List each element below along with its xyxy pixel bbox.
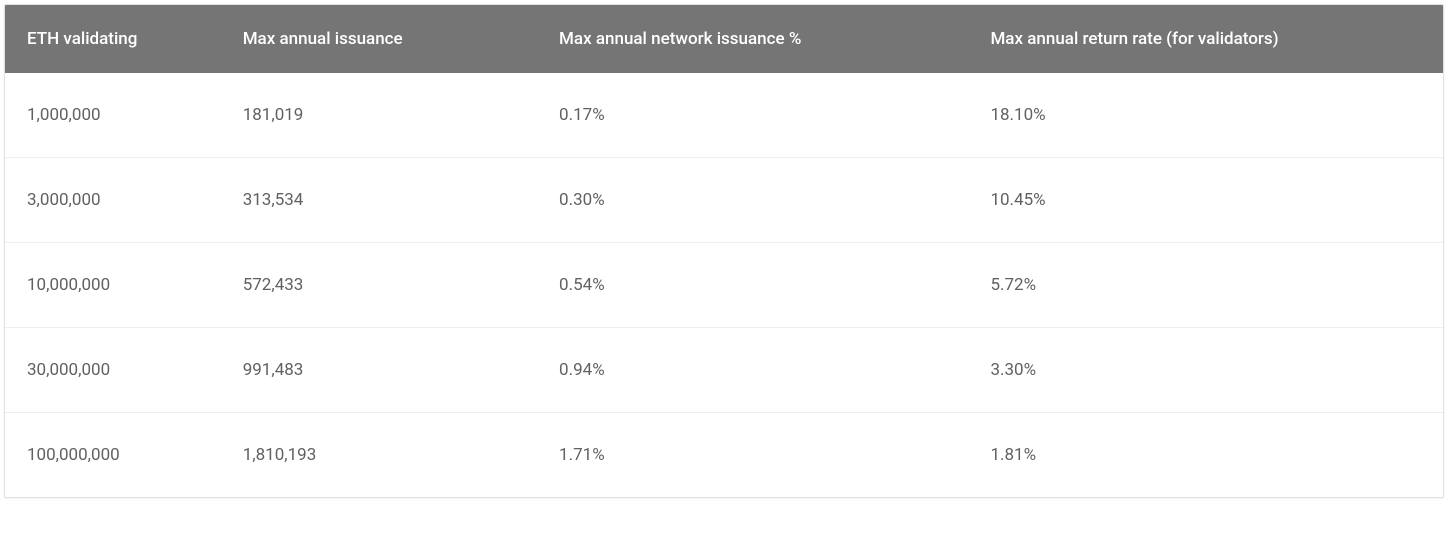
cell-network-issuance-pct: 0.54% xyxy=(537,243,968,328)
cell-network-issuance-pct: 0.17% xyxy=(537,73,968,158)
cell-eth-validating: 30,000,000 xyxy=(5,328,221,413)
cell-return-rate: 10.45% xyxy=(968,158,1443,243)
table-row: 3,000,000 313,534 0.30% 10.45% xyxy=(5,158,1443,243)
cell-return-rate: 5.72% xyxy=(968,243,1443,328)
cell-max-issuance: 991,483 xyxy=(221,328,537,413)
cell-eth-validating: 100,000,000 xyxy=(5,413,221,498)
col-header-max-issuance: Max annual issuance xyxy=(221,5,537,73)
cell-max-issuance: 181,019 xyxy=(221,73,537,158)
cell-eth-validating: 1,000,000 xyxy=(5,73,221,158)
issuance-table: ETH validating Max annual issuance Max a… xyxy=(5,5,1443,497)
cell-max-issuance: 1,810,193 xyxy=(221,413,537,498)
issuance-table-wrapper: ETH validating Max annual issuance Max a… xyxy=(4,4,1444,498)
col-header-eth-validating: ETH validating xyxy=(5,5,221,73)
cell-return-rate: 18.10% xyxy=(968,73,1443,158)
col-header-network-issuance-pct: Max annual network issuance % xyxy=(537,5,968,73)
table-header-row: ETH validating Max annual issuance Max a… xyxy=(5,5,1443,73)
table-row: 1,000,000 181,019 0.17% 18.10% xyxy=(5,73,1443,158)
cell-network-issuance-pct: 1.71% xyxy=(537,413,968,498)
col-header-return-rate: Max annual return rate (for validators) xyxy=(968,5,1443,73)
table-row: 100,000,000 1,810,193 1.71% 1.81% xyxy=(5,413,1443,498)
cell-return-rate: 3.30% xyxy=(968,328,1443,413)
table-header: ETH validating Max annual issuance Max a… xyxy=(5,5,1443,73)
table-row: 10,000,000 572,433 0.54% 5.72% xyxy=(5,243,1443,328)
table-row: 30,000,000 991,483 0.94% 3.30% xyxy=(5,328,1443,413)
cell-network-issuance-pct: 0.94% xyxy=(537,328,968,413)
cell-max-issuance: 572,433 xyxy=(221,243,537,328)
cell-max-issuance: 313,534 xyxy=(221,158,537,243)
cell-network-issuance-pct: 0.30% xyxy=(537,158,968,243)
cell-eth-validating: 10,000,000 xyxy=(5,243,221,328)
table-body: 1,000,000 181,019 0.17% 18.10% 3,000,000… xyxy=(5,73,1443,497)
cell-return-rate: 1.81% xyxy=(968,413,1443,498)
cell-eth-validating: 3,000,000 xyxy=(5,158,221,243)
